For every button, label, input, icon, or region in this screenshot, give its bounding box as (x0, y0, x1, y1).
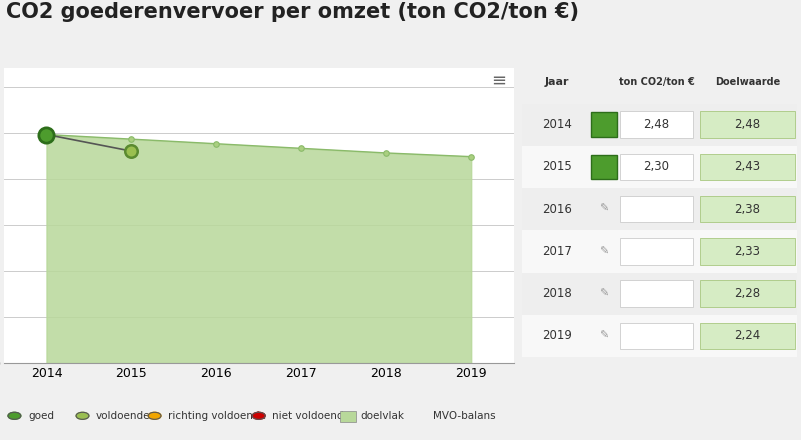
Text: 2015: 2015 (542, 161, 572, 173)
Bar (521, 231, 797, 273)
Bar (521, 188, 797, 231)
Text: ≡: ≡ (491, 71, 506, 89)
FancyBboxPatch shape (620, 280, 693, 307)
Text: 2,48: 2,48 (735, 118, 760, 131)
Text: niet voldoende: niet voldoende (272, 411, 350, 421)
Bar (521, 315, 797, 357)
Bar (521, 146, 797, 188)
Text: 2,24: 2,24 (735, 330, 760, 342)
Text: 2017: 2017 (542, 245, 572, 258)
Bar (521, 103, 797, 146)
FancyBboxPatch shape (700, 154, 795, 180)
Text: voldoende: voldoende (96, 411, 151, 421)
Text: ✎: ✎ (599, 289, 609, 299)
Text: ✎: ✎ (599, 246, 609, 257)
Text: Doelwaarde: Doelwaarde (714, 77, 780, 87)
Text: 2019: 2019 (542, 330, 572, 342)
Text: 2,28: 2,28 (735, 287, 760, 300)
Text: Jaar: Jaar (545, 77, 570, 87)
Text: 2,33: 2,33 (735, 245, 760, 258)
Text: 2,48: 2,48 (643, 118, 670, 131)
Text: 2,30: 2,30 (643, 161, 670, 173)
Text: richting voldoende: richting voldoende (168, 411, 266, 421)
Text: doelvlak: doelvlak (360, 411, 405, 421)
Text: ✎: ✎ (599, 331, 609, 341)
Text: 2018: 2018 (542, 287, 572, 300)
Text: 2016: 2016 (542, 203, 572, 216)
Text: 2,43: 2,43 (735, 161, 760, 173)
Text: goed: goed (28, 411, 54, 421)
Text: MVO-balans: MVO-balans (433, 411, 495, 421)
Text: ton CO2/ton €: ton CO2/ton € (618, 77, 694, 87)
FancyBboxPatch shape (700, 280, 795, 307)
FancyBboxPatch shape (620, 323, 693, 349)
FancyBboxPatch shape (620, 111, 693, 138)
Text: CO2 goederenvervoer per omzet (ton CO2/ton €): CO2 goederenvervoer per omzet (ton CO2/t… (6, 2, 579, 22)
FancyBboxPatch shape (700, 196, 795, 223)
FancyBboxPatch shape (700, 323, 795, 349)
FancyBboxPatch shape (591, 113, 617, 137)
FancyBboxPatch shape (700, 238, 795, 265)
FancyBboxPatch shape (591, 155, 617, 179)
FancyBboxPatch shape (700, 111, 795, 138)
Text: 2014: 2014 (542, 118, 572, 131)
Bar (521, 273, 797, 315)
Text: 2,38: 2,38 (735, 203, 760, 216)
FancyBboxPatch shape (620, 238, 693, 265)
FancyBboxPatch shape (620, 154, 693, 180)
Text: ✎: ✎ (599, 204, 609, 214)
FancyBboxPatch shape (620, 196, 693, 223)
